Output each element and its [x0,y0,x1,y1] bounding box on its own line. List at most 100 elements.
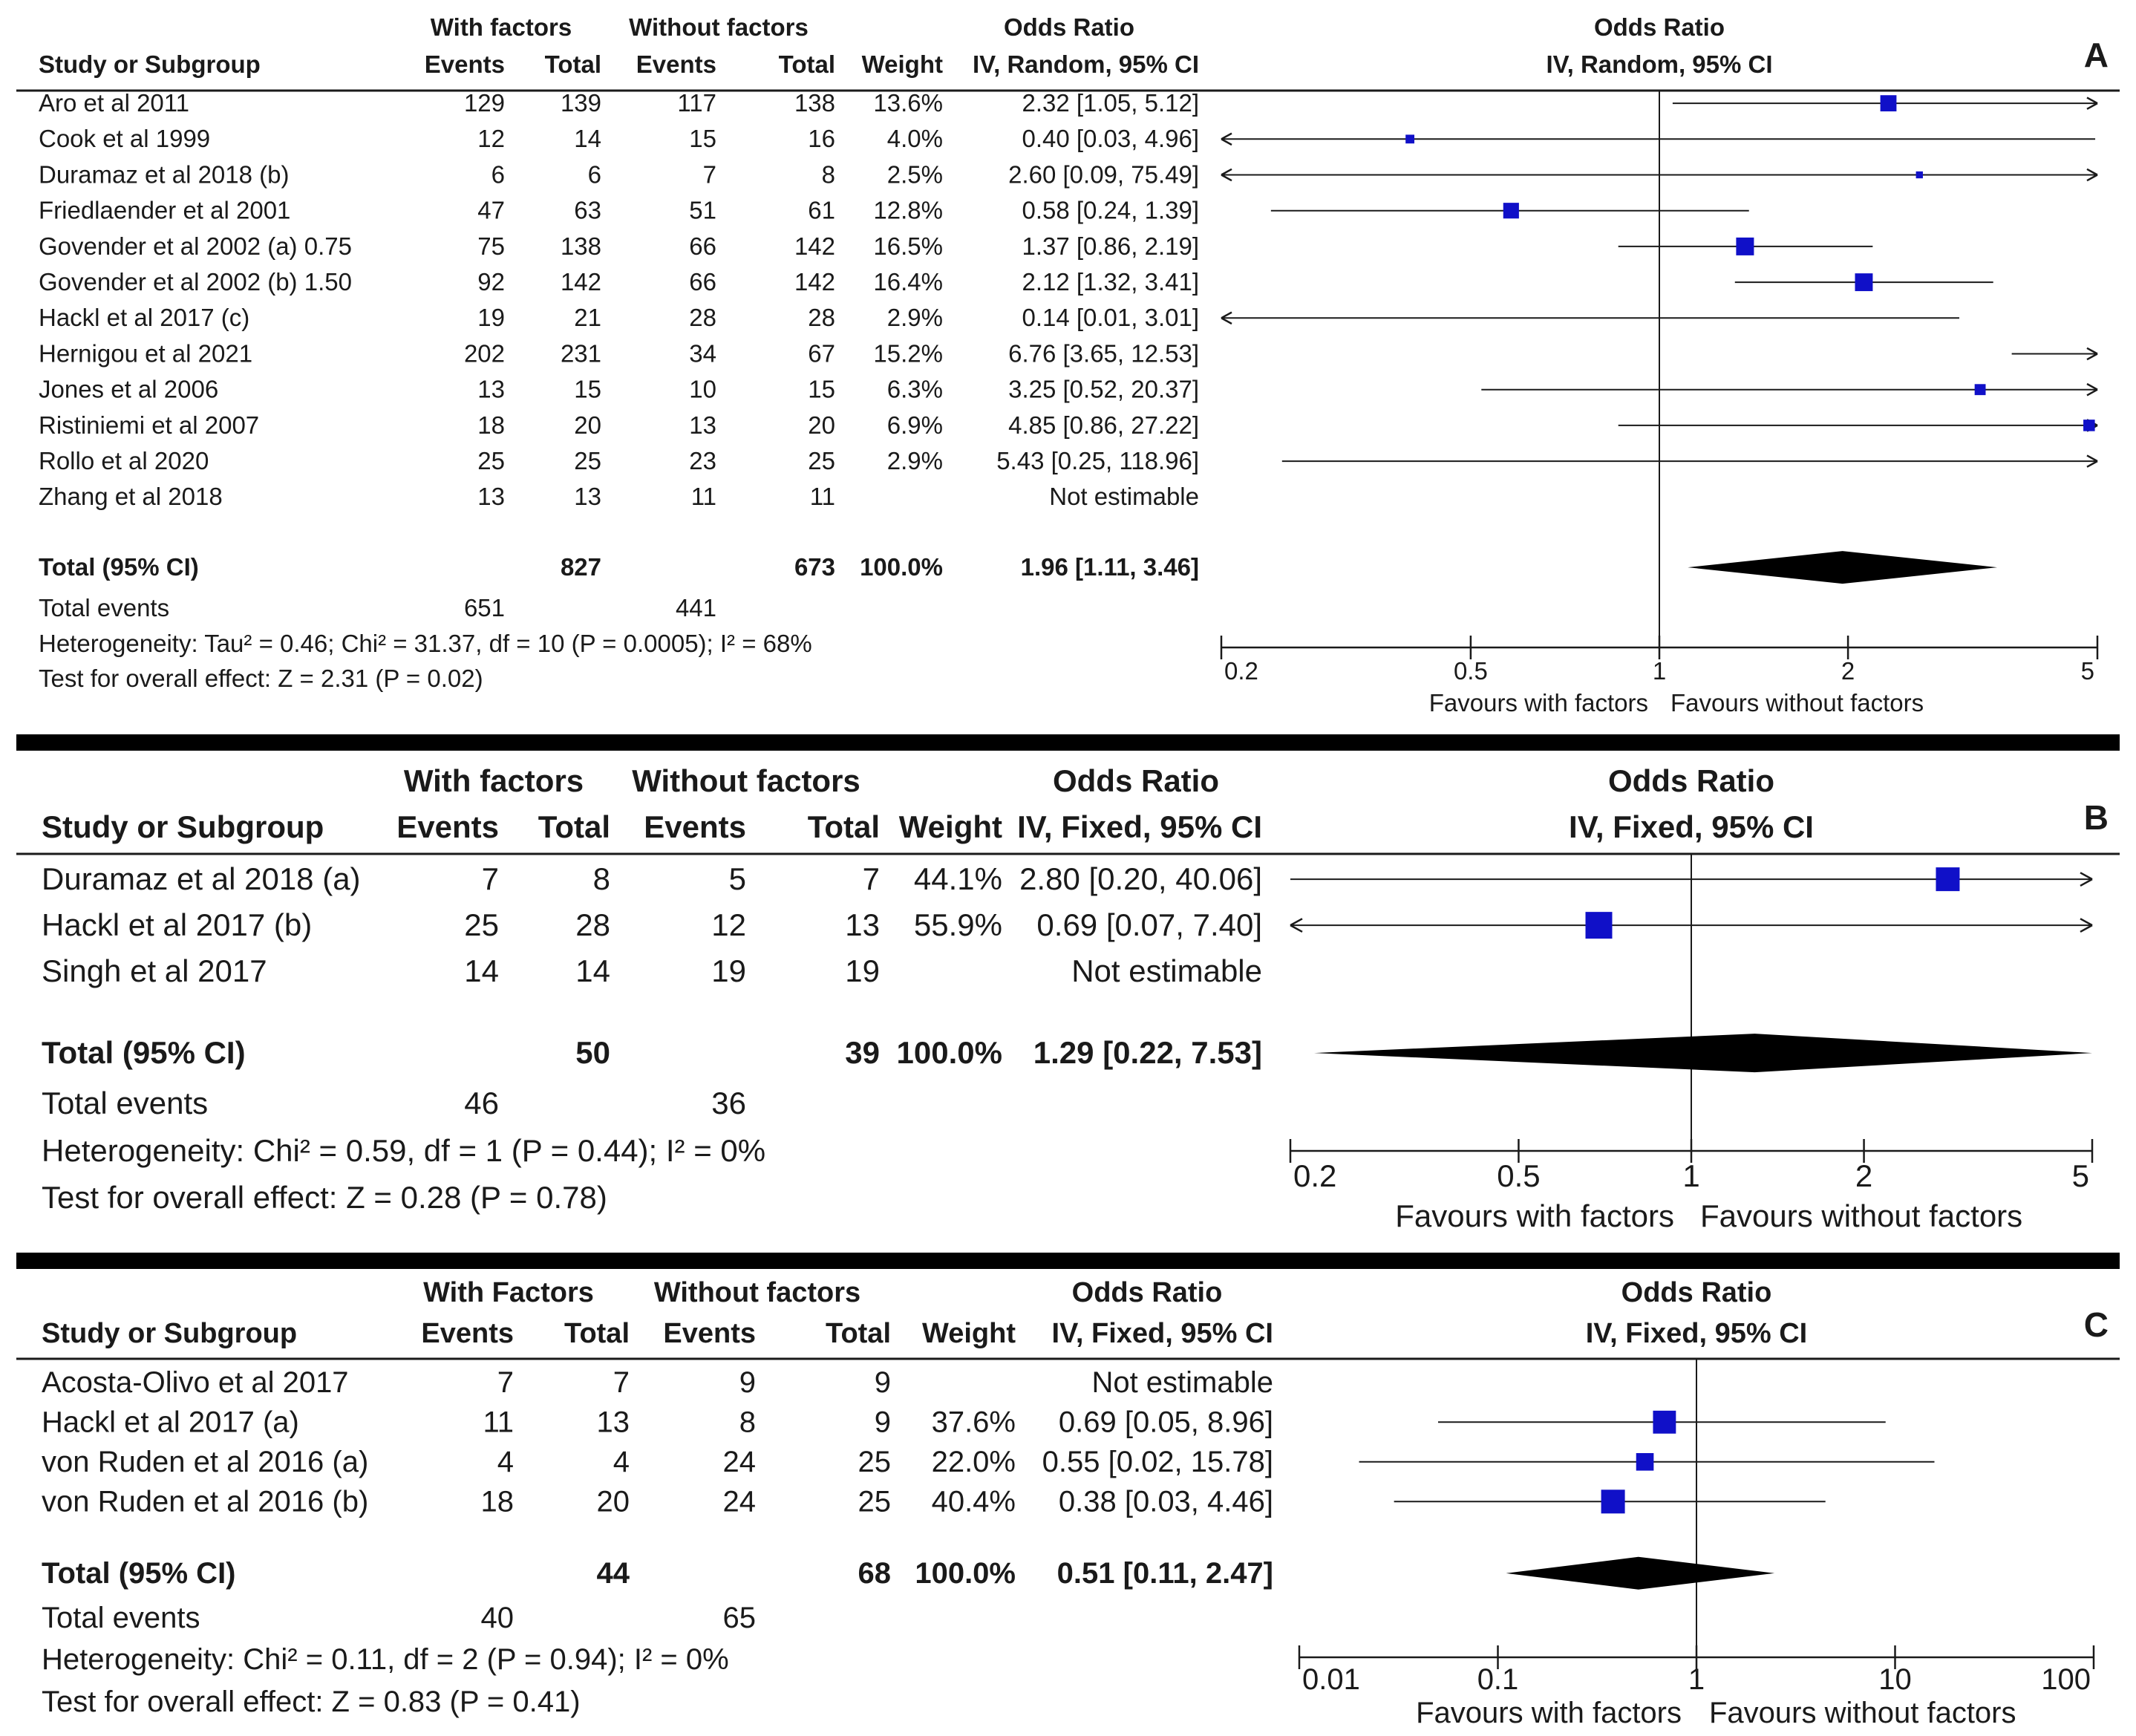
study-name: Jones et al 2006 [39,376,218,403]
study-ci: 0.14 [0.01, 3.01] [1022,304,1199,331]
events-without: 24 [723,1446,757,1478]
total-without: 61 [808,197,835,224]
events-with: 13 [477,376,505,403]
effect-square [1503,203,1519,219]
total-label: Total (95% CI) [42,1035,246,1070]
header-weight: Weight [922,1318,1016,1349]
favours-left-label: Favours with factors [1395,1198,1674,1233]
ci-arrow-right [2086,97,2098,110]
ci-arrow-left [1290,918,1303,933]
study-name: Rollo et al 2020 [39,447,209,474]
heterogeneity-text: Heterogeneity: Chi² = 0.11, df = 2 (P = … [42,1643,729,1676]
events-with: 12 [477,125,505,152]
events-without: 51 [689,197,716,224]
study-weight: 16.4% [873,268,943,296]
study-name: Friedlaender et al 2001 [39,197,290,224]
study-ci: Not estimable [1049,483,1199,510]
events-with: 7 [482,861,499,896]
study-ci: 5.43 [0.25, 118.96] [996,447,1199,474]
plot-header-odds-ratio: Odds Ratio [1608,763,1774,798]
events-without: 7 [703,160,716,188]
events-without: 9 [739,1366,756,1399]
header-events-without: Events [663,1318,756,1349]
total-weight: 100.0% [860,553,943,581]
events-with: 92 [477,268,505,296]
pooled-diamond [1313,1034,2092,1073]
effect-square [1601,1489,1625,1514]
panel-separator [16,1253,2120,1269]
header-total-without: Total [808,809,880,844]
total-with: 13 [597,1406,630,1439]
events-with: 75 [477,232,505,260]
ci-arrow-right [2080,872,2093,887]
effect-square [1915,171,1923,179]
total-without: 138 [794,89,835,117]
total-without: 9 [875,1406,891,1439]
header-total-without: Total [826,1318,891,1349]
events-without: 11 [691,483,716,510]
total-events-without: 36 [711,1086,746,1120]
total-with: 14 [575,953,610,988]
header-method: IV, Fixed, 95% CI [1017,809,1262,844]
study-weight: 22.0% [932,1446,1016,1478]
study-ci: 0.69 [0.07, 7.40] [1036,907,1262,942]
plot-header-method: IV, Fixed, 95% CI [1586,1318,1808,1349]
events-without: 10 [689,376,716,403]
total-label: Total (95% CI) [39,553,199,581]
ci-arrow-right [2086,454,2098,468]
study-weight: 6.3% [887,376,943,403]
forest-panel-a: With factors Without factors Odds Ratio Odd… [16,13,2120,717]
total-events-with: 40 [481,1602,515,1634]
study-name: von Ruden et al 2016 (a) [42,1446,368,1478]
study-name: Singh et al 2017 [42,953,267,988]
total-without: 28 [808,304,835,331]
study-ci: 0.40 [0.03, 4.96] [1022,125,1199,152]
header-events-without: Events [636,50,716,78]
heterogeneity-text: Heterogeneity: Tau² = 0.46; Chi² = 31.37… [39,630,812,657]
total-n-with: 50 [575,1035,610,1070]
events-with: 202 [464,339,505,367]
total-ci: 1.96 [1.11, 3.46] [1021,553,1199,581]
study-ci: 2.12 [1.32, 3.41] [1022,268,1199,296]
total-n-with: 827 [561,553,601,581]
events-with: 25 [477,447,505,474]
favours-left-label: Favours with factors [1416,1697,1682,1729]
study-ci: 6.76 [3.65, 12.53] [1008,339,1199,367]
header-total-with: Total [564,1318,630,1349]
study-weight: 15.2% [873,339,943,367]
study-ci: 2.32 [1.05, 5.12] [1022,89,1199,117]
study-name: Zhang et al 2018 [39,483,223,510]
study-name: Aro et al 2011 [39,89,189,117]
effect-square [1855,273,1873,292]
total-without: 16 [808,125,835,152]
study-weight: 2.9% [887,304,943,331]
study-name: Duramaz et al 2018 (b) [39,160,290,188]
total-with: 4 [613,1446,630,1478]
study-ci: 0.38 [0.03, 4.46] [1059,1486,1273,1518]
total-with: 142 [561,268,601,296]
header-with-factors: With factors [431,13,572,41]
header-weight: Weight [899,809,1002,844]
total-without: 142 [794,268,835,296]
total-label: Total (95% CI) [42,1557,236,1590]
header-without-factors: Without factors [654,1277,860,1308]
events-with: 7 [497,1366,514,1399]
ci-arrow-right [2080,918,2093,933]
total-without: 142 [794,232,835,260]
header-study: Study or Subgroup [42,1318,297,1349]
total-with: 28 [575,907,610,942]
study-ci: 1.37 [0.86, 2.19] [1022,232,1199,260]
study-name: Hernigou et al 2021 [39,339,252,367]
header-total-with: Total [538,809,610,844]
total-without: 20 [808,411,835,439]
total-with: 20 [597,1486,630,1518]
study-name: Govender et al 2002 (b) 1.50 [39,268,352,296]
total-events-label: Total events [42,1602,200,1634]
total-without: 11 [810,483,835,510]
panel-separator [16,734,2120,751]
total-without: 13 [845,907,880,942]
panel-label: C [2084,1305,2109,1344]
x-tick-label: 0.5 [1454,657,1488,685]
header-method: IV, Fixed, 95% CI [1051,1318,1273,1349]
